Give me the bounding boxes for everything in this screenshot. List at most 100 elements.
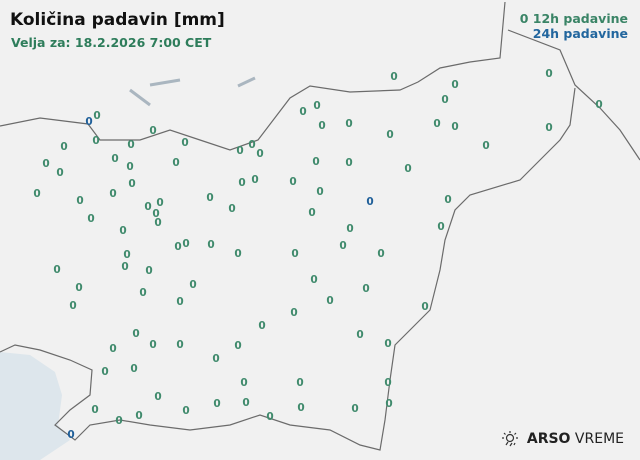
station-12h-value: 0 — [176, 295, 184, 308]
station-12h-value: 0 — [251, 173, 259, 186]
station-12h-value: 0 — [207, 238, 215, 251]
station-12h-value: 0 — [189, 278, 197, 291]
station-12h-value: 0 — [53, 263, 61, 276]
station-12h-value: 0 — [385, 397, 393, 410]
station-12h-value: 0 — [377, 247, 385, 260]
station-12h-value: 0 — [297, 401, 305, 414]
station-12h-value: 0 — [266, 410, 274, 423]
station-12h-value: 0 — [182, 404, 190, 417]
station-12h-value: 0 — [248, 138, 256, 151]
station-12h-value: 0 — [109, 187, 117, 200]
station-12h-value: 0 — [152, 207, 160, 220]
station-12h-value: 0 — [144, 200, 152, 213]
station-12h-value: 0 — [156, 196, 164, 209]
station-12h-value: 0 — [451, 78, 459, 91]
station-12h-value: 0 — [256, 147, 264, 160]
station-12h-value: 0 — [386, 128, 394, 141]
station-12h-value: 0 — [206, 191, 214, 204]
station-12h-value: 0 — [441, 93, 449, 106]
station-12h-value: 0 — [69, 299, 77, 312]
station-12h-value: 0 — [93, 109, 101, 122]
station-12h-value: 0 — [154, 216, 162, 229]
station-12h-value: 0 — [444, 193, 452, 206]
station-12h-value: 0 — [289, 175, 297, 188]
station-12h-value: 0 — [228, 202, 236, 215]
station-12h-value: 0 — [291, 247, 299, 260]
station-12h-value: 0 — [384, 376, 392, 389]
station-12h-value: 0 — [181, 136, 189, 149]
station-12h-value: 0 — [121, 260, 129, 273]
map-title: Količina padavin [mm] — [10, 10, 225, 30]
station-12h-value: 0 — [75, 281, 83, 294]
station-12h-value: 0 — [345, 117, 353, 130]
station-12h-value: 0 — [119, 224, 127, 237]
station-12h-value: 0 — [174, 240, 182, 253]
station-12h-value: 0 — [127, 138, 135, 151]
station-12h-value: 0 — [384, 337, 392, 350]
station-12h-value: 0 — [76, 194, 84, 207]
station-12h-value: 0 — [33, 187, 41, 200]
station-12h-value: 0 — [91, 403, 99, 416]
station-12h-value: 0 — [296, 376, 304, 389]
product: VREME — [574, 431, 624, 447]
station-12h-value: 0 — [345, 156, 353, 169]
station-12h-value: 0 — [182, 237, 190, 250]
station-12h-value: 0 — [346, 222, 354, 235]
legend-item-12h: 0 12h padavine — [520, 11, 628, 26]
station-12h-value: 0 — [310, 273, 318, 286]
station-12h-value: 0 — [318, 119, 326, 132]
station-12h-value: 0 — [545, 121, 553, 134]
station-24h-value: 0 — [366, 195, 374, 208]
station-12h-value: 0 — [238, 176, 246, 189]
station-12h-value: 0 — [130, 362, 138, 375]
station-12h-value: 0 — [258, 319, 266, 332]
station-12h-value: 0 — [433, 117, 441, 130]
station-12h-value: 0 — [139, 286, 147, 299]
station-12h-value: 0 — [308, 206, 316, 219]
station-12h-value: 0 — [421, 300, 429, 313]
station-12h-value: 0 — [236, 144, 244, 157]
weather-sun-rain-icon — [501, 431, 518, 447]
station-12h-value: 0 — [390, 70, 398, 83]
station-12h-value: 0 — [234, 247, 242, 260]
station-12h-value: 0 — [326, 294, 334, 307]
legend: 0 12h padavine 24h padavine — [520, 11, 628, 41]
slovenia-border — [0, 1, 640, 451]
lake — [149, 78, 181, 87]
station-24h-value: 0 — [85, 115, 93, 128]
station-12h-value: 0 — [145, 264, 153, 277]
legend-symbol: 0 — [519, 11, 529, 26]
station-12h-value: 0 — [437, 220, 445, 233]
station-12h-value: 0 — [242, 396, 250, 409]
station-12h-value: 0 — [240, 376, 248, 389]
station-12h-value: 0 — [299, 105, 307, 118]
legend-label-12h: 12h padavine — [532, 11, 628, 26]
station-12h-value: 0 — [111, 152, 119, 165]
station-12h-value: 0 — [213, 397, 221, 410]
station-12h-value: 0 — [132, 327, 140, 340]
station-12h-value: 0 — [482, 139, 490, 152]
station-12h-value: 0 — [135, 409, 143, 422]
station-12h-value: 0 — [451, 120, 459, 133]
station-12h-value: 0 — [212, 352, 220, 365]
station-12h-value: 0 — [60, 140, 68, 153]
station-12h-value: 0 — [126, 160, 134, 173]
station-12h-value: 0 — [42, 157, 50, 170]
arso-logo: ARSO VREME — [501, 430, 624, 448]
lake — [129, 88, 151, 107]
legend-item-24h: 24h padavine — [532, 26, 628, 41]
station-12h-value: 0 — [87, 212, 95, 225]
station-12h-value: 0 — [56, 166, 64, 179]
station-12h-value: 0 — [176, 338, 184, 351]
station-12h-value: 0 — [339, 239, 347, 252]
logo-text: ARSO VREME — [527, 431, 624, 447]
station-12h-value: 0 — [362, 282, 370, 295]
station-12h-value: 0 — [234, 339, 242, 352]
valid-time: Velja za: 18.2.2026 7:00 CET — [11, 35, 212, 50]
brand: ARSO — [526, 431, 571, 447]
station-12h-value: 0 — [154, 390, 162, 403]
station-12h-value: 0 — [290, 306, 298, 319]
station-12h-value: 0 — [92, 134, 100, 147]
